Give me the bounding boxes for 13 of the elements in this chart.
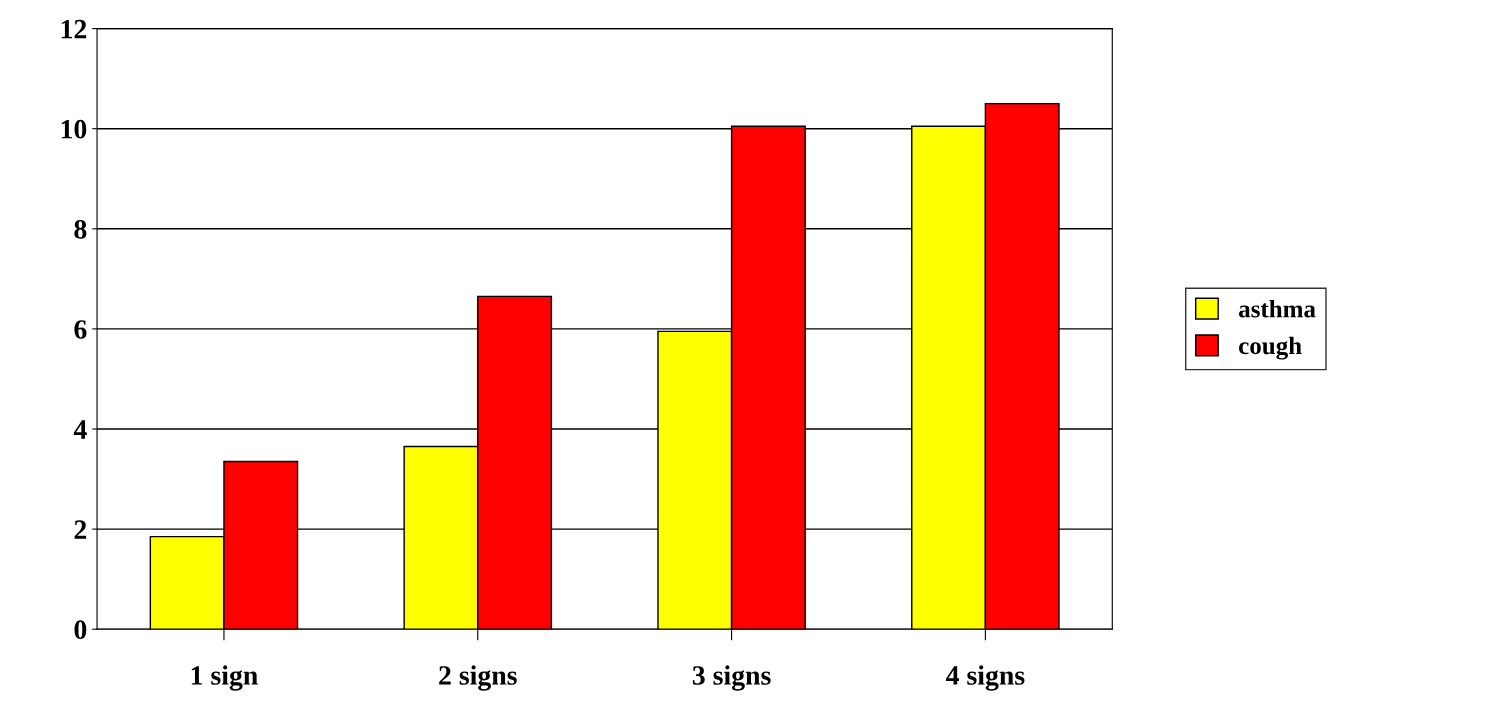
legend-label: cough <box>1239 336 1302 360</box>
y-tick-label: 10 <box>61 119 87 139</box>
y-tick-label: 6 <box>74 320 87 339</box>
x-tick-label: 1 sign <box>191 665 258 691</box>
x-tick-label: 2 signs <box>439 665 517 691</box>
x-tick-label: 3 signs <box>692 665 771 691</box>
y-tick-label: 8 <box>74 219 87 239</box>
y-tick-label: 12 <box>61 19 87 39</box>
legend-label: asthma <box>1239 299 1316 318</box>
x-tick-label: 4 signs <box>946 665 1025 691</box>
y-tick-label: 2 <box>74 520 87 539</box>
y-tick-label: 4 <box>73 420 87 439</box>
y-tick-label: 0 <box>74 620 87 640</box>
